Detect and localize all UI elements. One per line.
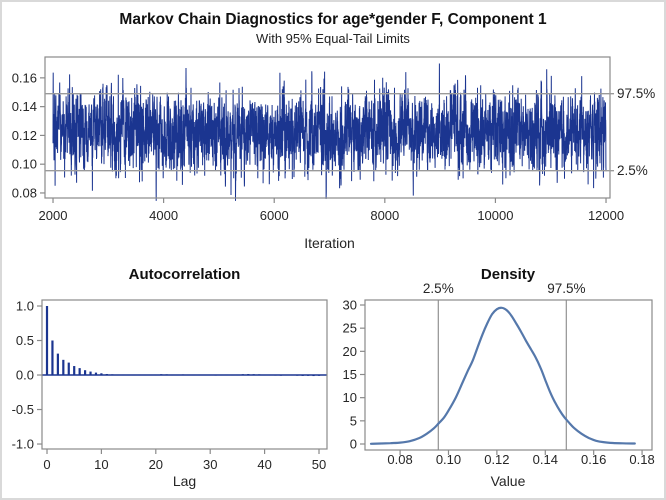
x-axis: 0.08 0.10 0.12 0.14 0.16 0.18: [387, 450, 655, 467]
tick-label: 25: [343, 321, 357, 336]
tick-label: 0.0: [16, 368, 34, 383]
plot-frame: [364, 299, 653, 451]
ref-label-2.5%: 2.5%: [423, 281, 454, 296]
trace-series-line: [52, 63, 607, 201]
acf-bars: [45, 306, 321, 377]
tick-label: 0: [350, 437, 357, 452]
y-axis: 0.16 0.14 0.12 0.10 0.08: [12, 70, 45, 200]
tick-label: -1.0: [12, 437, 34, 452]
tick-label: 0.16: [581, 452, 606, 467]
tick-label: 1.0: [16, 299, 34, 314]
acf-title: Autocorrelation: [128, 266, 241, 283]
density-title: Density: [480, 266, 536, 283]
density-x-axis-label: Value: [490, 473, 526, 489]
figure-subtitle: With 95% Equal-Tail Limits: [256, 31, 410, 46]
tick-label: 10: [94, 457, 108, 472]
ref-label-97.5%: 97.5%: [617, 86, 655, 101]
autocorrelation-plot: 1.0 0.5 0.0 -0.5 -1.0 0 10 20 30 40 50: [12, 299, 328, 472]
tick-label: 20: [149, 457, 163, 472]
tick-label: 0.10: [436, 452, 461, 467]
tick-label: 5: [350, 413, 357, 428]
acf-x-axis-label: Lag: [172, 473, 197, 489]
plot-frame: [44, 56, 611, 199]
tick-label: 0.08: [12, 185, 37, 200]
tick-label: 0.08: [387, 452, 412, 467]
tick-label: -0.5: [12, 402, 34, 417]
tick-label: 10: [343, 390, 357, 405]
tick-label: 0.14: [12, 99, 37, 114]
tick-label: 6000: [260, 208, 289, 223]
tick-label: 0.12: [12, 128, 37, 143]
tick-label: 2000: [39, 208, 68, 223]
tick-label: 0.10: [12, 157, 37, 172]
density-plot: 0 5 10 15 20 25 30 0.08 0.10 0.12 0.14 0.16 0.18 2.5%…: [343, 281, 655, 467]
tick-label: 0.5: [16, 333, 34, 348]
y-axis: 0 5 10 15 20 25 30: [343, 298, 365, 452]
plot-frame: [41, 299, 328, 450]
tick-label: 12000: [588, 208, 624, 223]
ref-label-97.5%: 97.5%: [547, 281, 585, 296]
x-axis: 2000 4000 6000 8000 10000 12000: [39, 198, 624, 223]
tick-label: 15: [343, 367, 357, 382]
tick-label: 4000: [149, 208, 178, 223]
tick-label: 0.16: [12, 70, 37, 85]
y-axis: 1.0 0.5 0.0 -0.5 -1.0: [12, 299, 42, 452]
tick-label: 0: [43, 457, 50, 472]
figure-title: Markov Chain Diagnostics for age*gender …: [119, 11, 547, 28]
density-curve: [369, 306, 636, 445]
x-axis: 0 10 20 30 40 50: [43, 449, 326, 472]
tick-label: 50: [312, 457, 326, 472]
tick-label: 8000: [370, 208, 399, 223]
tick-label: 0.18: [629, 452, 654, 467]
tick-label: 0.14: [533, 452, 558, 467]
trace-x-axis-label: Iteration: [304, 235, 355, 251]
ref-label-2.5%: 2.5%: [617, 163, 648, 178]
tick-label: 30: [343, 298, 357, 313]
tick-label: 20: [343, 344, 357, 359]
tick-label: 30: [203, 457, 217, 472]
tick-label: 10000: [477, 208, 513, 223]
tick-label: 0.12: [484, 452, 509, 467]
tick-label: 40: [257, 457, 271, 472]
